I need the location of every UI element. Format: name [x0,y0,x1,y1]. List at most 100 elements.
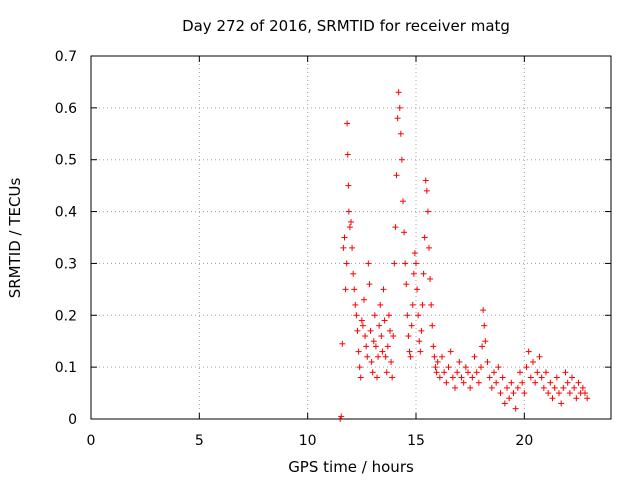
data-point [579,384,586,391]
data-point [370,338,377,345]
data-point [486,374,493,381]
data-point [523,364,530,371]
data-point [543,369,549,376]
data-point [449,374,456,381]
data-point [348,218,354,225]
data-point [398,156,405,163]
data-point [525,348,532,355]
data-point [366,281,373,288]
data-point [384,343,391,350]
data-point [390,333,397,340]
data-point [475,379,482,386]
y-axis-label: SRMTID / TECUs [6,178,24,299]
data-point [416,338,423,345]
data-point [460,379,467,386]
data-point [549,395,556,402]
data-point [351,286,358,293]
data-point [414,286,421,293]
data-point [406,348,413,355]
data-point [407,353,414,360]
data-point [411,250,418,257]
data-point [433,369,440,376]
data-point [340,244,347,251]
data-point [458,374,465,381]
data-point [488,384,495,391]
data-point [404,312,411,319]
data-point [436,374,443,381]
data-point [380,286,387,293]
data-point [423,187,430,194]
data-point [431,353,438,360]
data-point [378,333,385,340]
data-point [420,270,427,277]
data-point [357,374,364,381]
data-point [573,395,580,402]
data-point [430,343,437,350]
data-point [397,130,404,137]
data-point [553,374,560,381]
data-point [344,151,351,158]
data-point [343,260,350,267]
data-point [400,198,406,205]
data-point [418,327,425,334]
data-point [401,229,408,236]
data-point [429,322,436,329]
data-point [417,348,424,355]
data-point [562,369,569,376]
data-point [346,224,353,231]
data-point [556,390,562,397]
data-point [421,234,428,241]
x-tick-label: 10 [299,433,317,449]
data-point [382,353,389,360]
data-point [432,364,439,371]
data-point [356,364,363,371]
y-tick-label: 0.5 [55,153,77,169]
data-point [545,390,552,397]
data-point [364,353,371,360]
data-point [352,301,359,308]
data-point [388,358,395,365]
data-point [441,369,448,376]
data-point [424,208,431,215]
y-tick-label: 0.1 [55,360,77,376]
data-point [558,400,565,407]
data-point [538,374,545,381]
data-point [427,275,434,282]
data-point [506,395,513,402]
data-point [465,369,471,376]
data-point [349,244,356,251]
plot-frame [90,55,612,420]
data-point [341,234,348,241]
data-point [493,379,500,386]
data-point [508,379,515,386]
data-point [403,281,410,288]
data-point [582,390,588,397]
data-point [381,317,388,324]
data-point [439,353,445,360]
data-point [467,384,474,391]
data-point [368,358,375,365]
data-point [495,364,502,371]
data-point [499,374,506,381]
data-point [521,390,528,397]
data-point [569,374,575,381]
data-point [365,260,372,267]
data-point [443,379,450,386]
data-point [376,322,383,329]
data-point [405,333,412,340]
x-tick-label: 15 [407,433,425,449]
data-point [358,317,365,324]
data-point [408,322,415,329]
data-point [547,379,554,386]
data-point [532,379,539,386]
data-point [514,384,521,391]
x-tick-label: 0 [87,433,96,449]
data-point [354,327,361,334]
axis-ticks: 0 5 10 15 20 0 0.1 0.2 0.3 0.4 0.5 0.6 0.7 [55,49,611,449]
data-point [527,374,534,381]
data-point [415,312,422,319]
data-point [481,322,488,329]
data-point [530,358,536,365]
data-point [454,369,461,376]
data-point [452,384,458,391]
